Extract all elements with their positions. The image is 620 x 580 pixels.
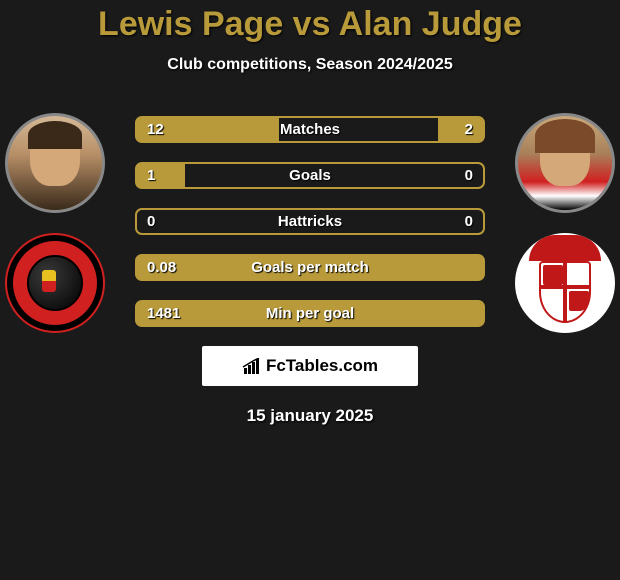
page-title: Lewis Page vs Alan Judge (0, 5, 620, 44)
brand-banner: FcTables.com (202, 346, 418, 386)
bar-label: Min per goal (137, 305, 483, 322)
bar-right-value: 0 (465, 167, 473, 184)
page-subtitle: Club competitions, Season 2024/2025 (0, 56, 620, 74)
left-column (0, 113, 110, 333)
stat-bar: 1 Goals 0 (135, 162, 485, 189)
bar-label: Matches (137, 121, 483, 138)
date-text: 15 january 2025 (0, 406, 620, 426)
chart-icon (242, 358, 262, 374)
right-column (510, 113, 620, 333)
bar-label: Goals (137, 167, 483, 184)
stat-bar: 0 Hattricks 0 (135, 208, 485, 235)
comparison-block: 12 Matches 2 1 Goals 0 0 Hattricks 0 (0, 116, 620, 327)
stat-bar: 0.08 Goals per match (135, 254, 485, 281)
player-avatar-right (515, 113, 615, 213)
stat-bars: 12 Matches 2 1 Goals 0 0 Hattricks 0 (135, 116, 485, 327)
stat-bar: 12 Matches 2 (135, 116, 485, 143)
player-avatar-left (5, 113, 105, 213)
club-badge-right (515, 233, 615, 333)
bar-right-value: 2 (465, 121, 473, 138)
bar-label: Goals per match (137, 259, 483, 276)
infographic: Lewis Page vs Alan Judge Club competitio… (0, 0, 620, 426)
club-badge-left (5, 233, 105, 333)
brand-text: FcTables.com (266, 356, 378, 376)
bar-label: Hattricks (137, 213, 483, 230)
bar-right-value: 0 (465, 213, 473, 230)
stat-bar: 1481 Min per goal (135, 300, 485, 327)
